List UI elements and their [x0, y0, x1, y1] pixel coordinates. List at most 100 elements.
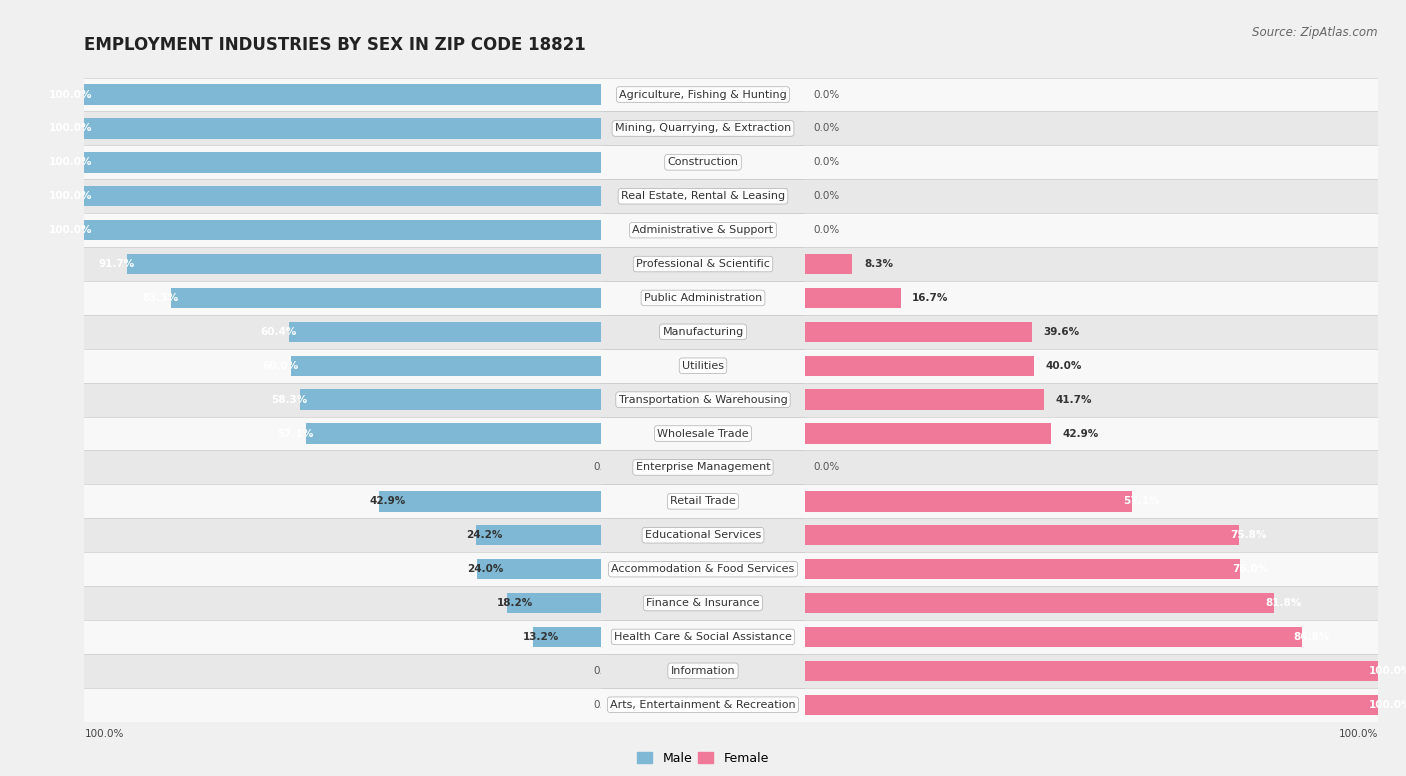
Text: 100.0%: 100.0% — [1369, 700, 1406, 710]
Text: 76.0%: 76.0% — [1232, 564, 1268, 574]
Text: Real Estate, Rental & Leasing: Real Estate, Rental & Leasing — [621, 191, 785, 201]
Bar — [602, 112, 806, 145]
Bar — [84, 553, 602, 586]
Text: 60.0%: 60.0% — [263, 361, 299, 371]
Bar — [806, 525, 1239, 546]
Text: 13.2%: 13.2% — [523, 632, 558, 642]
Text: 0.0%: 0.0% — [593, 462, 620, 473]
Bar — [806, 484, 1378, 518]
Bar — [84, 152, 602, 172]
Text: 18.2%: 18.2% — [496, 598, 533, 608]
Bar — [170, 288, 602, 308]
Bar — [806, 417, 1378, 451]
Bar — [806, 145, 1378, 179]
Bar — [602, 247, 806, 281]
Text: 8.3%: 8.3% — [863, 259, 893, 269]
Bar — [806, 593, 1274, 613]
Bar — [291, 355, 602, 376]
Bar — [84, 451, 602, 484]
Text: Enterprise Management: Enterprise Management — [636, 462, 770, 473]
Bar — [84, 484, 602, 518]
Text: 75.8%: 75.8% — [1230, 530, 1267, 540]
Text: Educational Services: Educational Services — [645, 530, 761, 540]
Bar — [602, 553, 806, 586]
Bar — [602, 383, 806, 417]
Bar — [602, 654, 806, 688]
Bar — [299, 390, 602, 410]
Bar — [84, 688, 602, 722]
Text: 83.3%: 83.3% — [142, 293, 179, 303]
Bar — [602, 518, 806, 553]
Text: 24.0%: 24.0% — [467, 564, 503, 574]
Text: Accommodation & Food Services: Accommodation & Food Services — [612, 564, 794, 574]
Bar — [84, 586, 602, 620]
Bar — [806, 247, 1378, 281]
Text: 58.3%: 58.3% — [271, 395, 308, 404]
Bar — [84, 348, 602, 383]
Text: 86.8%: 86.8% — [1294, 632, 1330, 642]
Bar — [806, 627, 1302, 647]
Bar — [602, 315, 806, 348]
Bar — [602, 586, 806, 620]
Bar — [806, 660, 1378, 681]
Bar — [84, 620, 602, 654]
Bar — [477, 525, 602, 546]
Text: Public Administration: Public Administration — [644, 293, 762, 303]
Bar — [806, 112, 1378, 145]
Bar — [602, 688, 806, 722]
Text: 0.0%: 0.0% — [593, 666, 620, 676]
Bar — [806, 383, 1378, 417]
Text: 100.0%: 100.0% — [1339, 729, 1378, 740]
Bar — [806, 322, 1032, 342]
Bar — [84, 654, 602, 688]
Bar — [84, 85, 602, 105]
Text: 100.0%: 100.0% — [49, 225, 93, 235]
Bar — [84, 145, 602, 179]
Text: 57.1%: 57.1% — [1123, 497, 1160, 506]
Bar — [806, 491, 1132, 511]
Bar — [806, 355, 1035, 376]
Text: Wholesale Trade: Wholesale Trade — [657, 428, 749, 438]
Text: Retail Trade: Retail Trade — [671, 497, 735, 506]
Bar — [602, 620, 806, 654]
Bar — [380, 491, 602, 511]
Bar — [84, 315, 602, 348]
Text: 0.0%: 0.0% — [814, 123, 839, 133]
Bar — [806, 620, 1378, 654]
Text: EMPLOYMENT INDUSTRIES BY SEX IN ZIP CODE 18821: EMPLOYMENT INDUSTRIES BY SEX IN ZIP CODE… — [84, 36, 586, 54]
Bar — [806, 654, 1378, 688]
Text: Arts, Entertainment & Recreation: Arts, Entertainment & Recreation — [610, 700, 796, 710]
Bar — [84, 220, 602, 241]
Bar — [84, 213, 602, 247]
Text: 100.0%: 100.0% — [1369, 666, 1406, 676]
Text: Health Care & Social Assistance: Health Care & Social Assistance — [614, 632, 792, 642]
Text: 0.0%: 0.0% — [814, 158, 839, 168]
Text: 42.9%: 42.9% — [1062, 428, 1098, 438]
Bar — [602, 145, 806, 179]
Text: Transportation & Warehousing: Transportation & Warehousing — [619, 395, 787, 404]
Bar — [806, 518, 1378, 553]
Text: 91.7%: 91.7% — [98, 259, 135, 269]
Bar — [602, 484, 806, 518]
Text: Finance & Insurance: Finance & Insurance — [647, 598, 759, 608]
Bar — [84, 179, 602, 213]
Text: 41.7%: 41.7% — [1056, 395, 1092, 404]
Bar — [84, 78, 602, 112]
Text: 100.0%: 100.0% — [49, 191, 93, 201]
Bar — [508, 593, 602, 613]
Bar — [477, 559, 602, 580]
Bar — [84, 383, 602, 417]
Bar — [806, 315, 1378, 348]
Bar — [84, 281, 602, 315]
Bar — [806, 559, 1240, 580]
Bar — [602, 348, 806, 383]
Bar — [806, 78, 1378, 112]
Bar — [602, 78, 806, 112]
Text: 81.8%: 81.8% — [1265, 598, 1302, 608]
Text: 0.0%: 0.0% — [593, 700, 620, 710]
Bar — [806, 451, 1378, 484]
Bar — [602, 281, 806, 315]
Text: Construction: Construction — [668, 158, 738, 168]
Bar — [84, 118, 602, 139]
Text: 60.4%: 60.4% — [260, 327, 297, 337]
